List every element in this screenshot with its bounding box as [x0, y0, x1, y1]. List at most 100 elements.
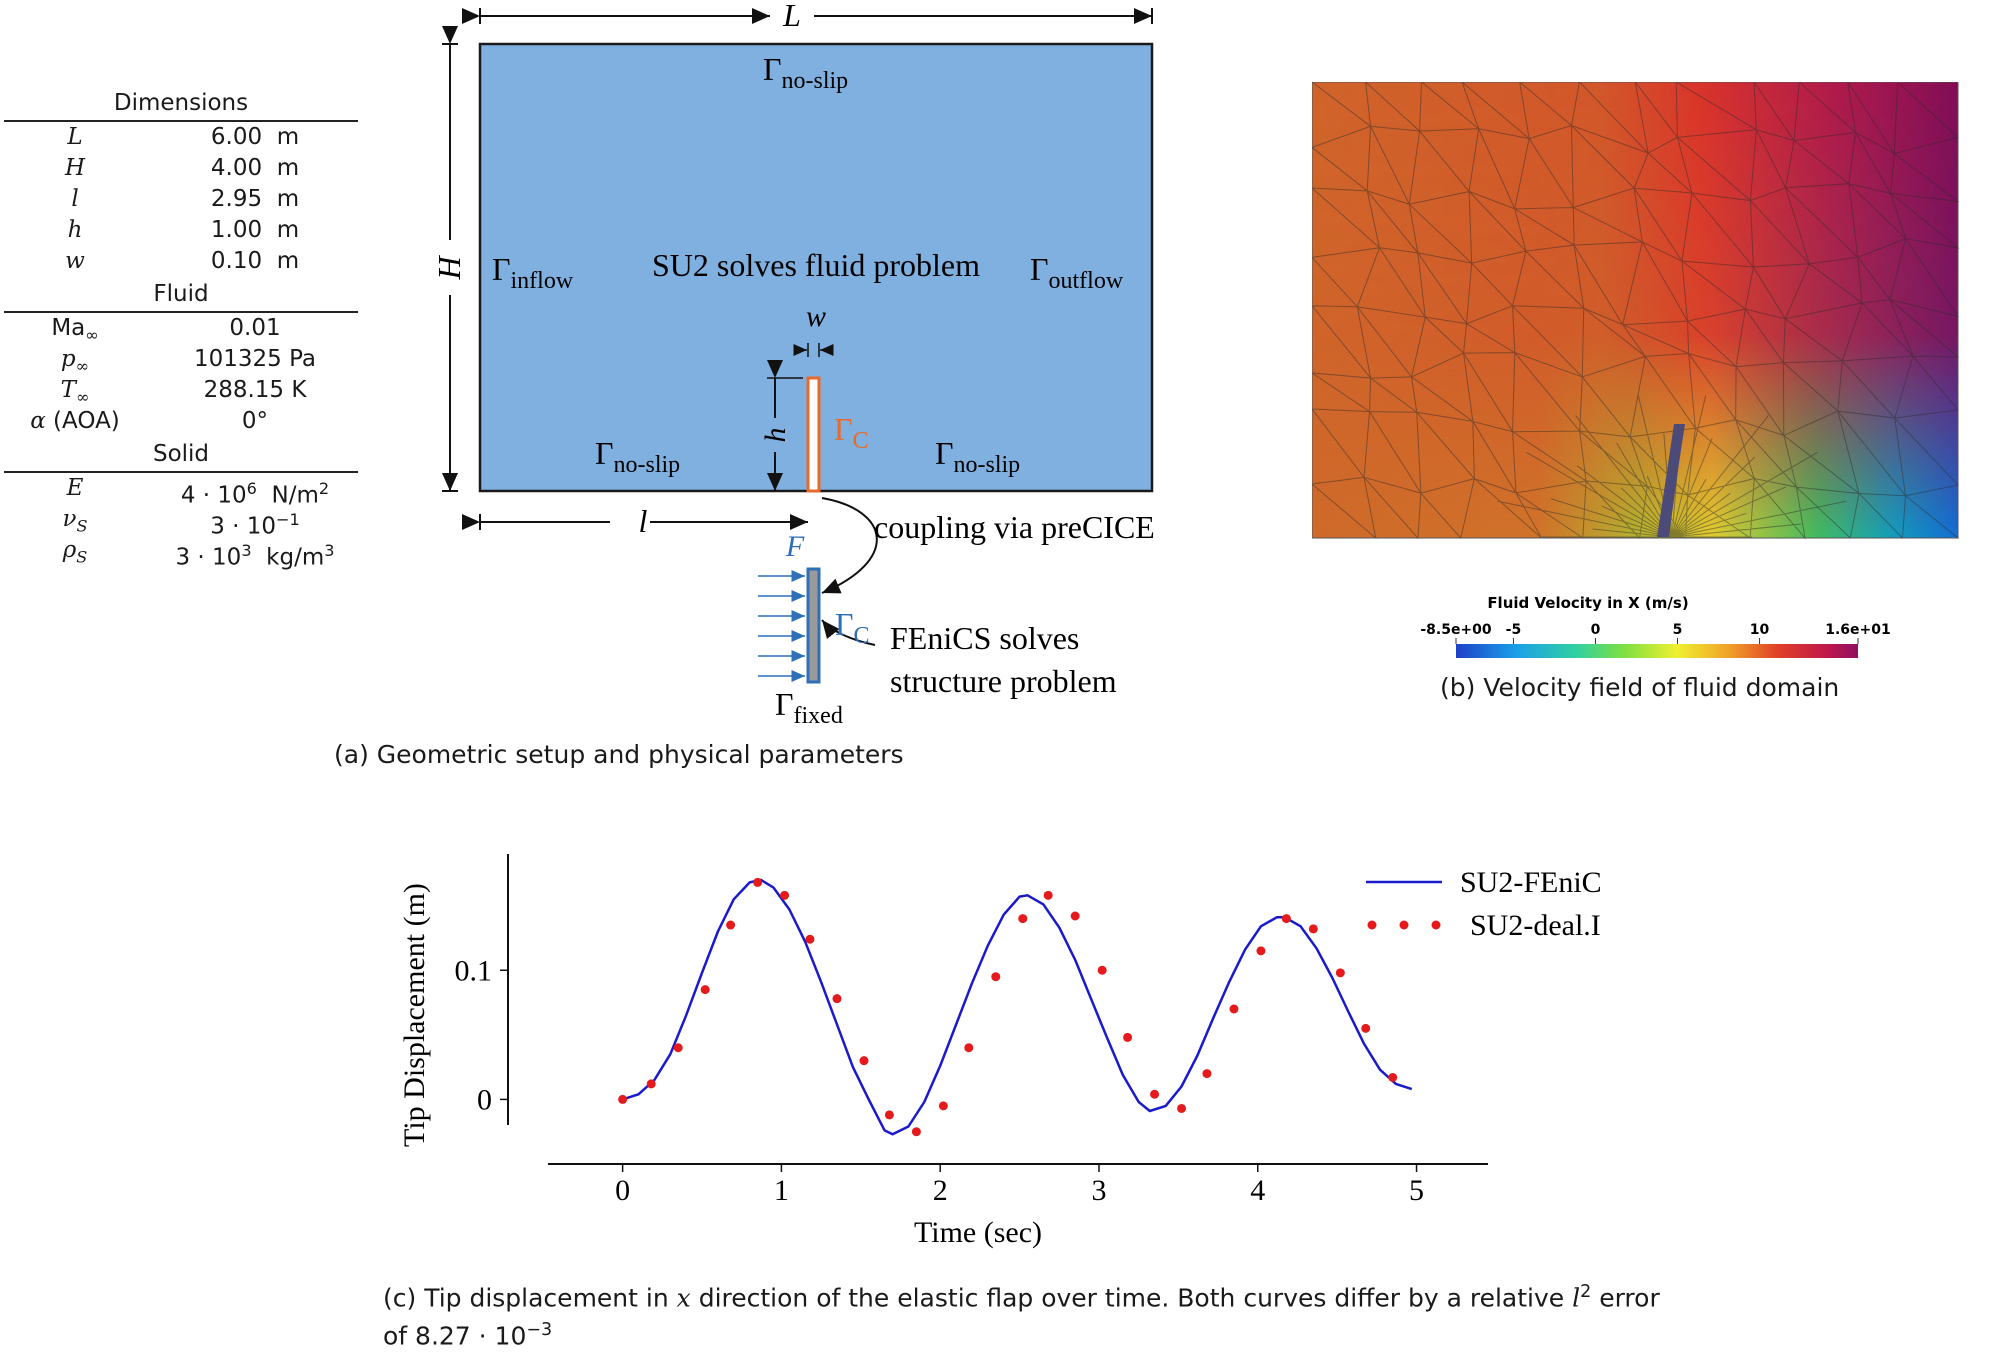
colorbar-tick-label: -5 — [1506, 622, 1522, 638]
gamma-fixed: Γfixed — [775, 686, 843, 729]
x-tick-label: 3 — [1091, 1174, 1106, 1207]
series-point — [753, 877, 763, 887]
y-tick-label: 0.1 — [455, 954, 493, 987]
flap — [806, 376, 821, 493]
gamma-noslip-top: Γno-slip — [763, 51, 848, 94]
x-tick-label: 4 — [1250, 1174, 1265, 1207]
table-row: ρS 3 · 103 kg/m3 — [0, 535, 362, 571]
series-point — [1123, 1032, 1133, 1042]
gamma-noslip-left: Γno-slip — [595, 435, 680, 478]
series-point — [673, 1043, 683, 1053]
series-point — [1388, 1072, 1398, 1082]
table-row: E 4 · 106 N/m2 — [0, 473, 362, 509]
legend-dot-marker — [1367, 920, 1377, 930]
series-point — [1202, 1069, 1212, 1079]
table-section-title: Fluid — [153, 281, 209, 307]
structure-label-line2: structure problem — [890, 663, 1117, 699]
series-point — [964, 1043, 974, 1053]
series-point — [1361, 1023, 1371, 1033]
tip-displacement-chart: 0 1 2 3 4 5 0 0.1 Time (sec) Tip Displacement (m)… — [398, 854, 1600, 1249]
series-point — [618, 1094, 628, 1104]
coupling-arrow — [821, 497, 878, 594]
param-value: 288.15 K — [203, 377, 307, 403]
param-value: 4 · 106 N/m2 — [180, 479, 330, 509]
solid-flap — [806, 567, 821, 684]
param-symbol: p∞ — [60, 346, 90, 376]
param-symbol: Ma∞ — [51, 315, 99, 345]
series-point — [991, 972, 1001, 982]
legend-dot-marker — [1399, 920, 1409, 930]
param-symbol: L — [67, 124, 83, 150]
l-label: l — [639, 503, 648, 539]
series-point — [726, 920, 736, 930]
y-axis-label: Tip Displacement (m) — [398, 883, 431, 1147]
param-symbol: ρS — [62, 537, 88, 567]
param-value: 0.10 m — [210, 248, 300, 274]
y-tick-label: 0 — [477, 1083, 492, 1116]
table-row: Ma∞ 0.01 — [0, 313, 362, 345]
table-row: h 1.00 m — [0, 215, 362, 246]
gamma-noslip-right: Γno-slip — [935, 435, 1020, 478]
structure-label-line1: FEniCS solves — [890, 620, 1079, 656]
param-symbol: α (AOA) — [30, 408, 120, 434]
colorbar-ticks: -8.5e+00 -5 0 5 10 1.6e+01 — [1420, 622, 1891, 644]
legend-label: SU2-FEniCS — [1460, 866, 1600, 899]
table-section-title: Solid — [152, 441, 210, 467]
series-point — [1256, 946, 1266, 956]
series-point — [1281, 914, 1291, 924]
param-value: 1.00 m — [210, 217, 300, 243]
x-axis-label: Time (sec) — [914, 1216, 1042, 1249]
series-point — [1229, 1004, 1239, 1014]
x-tick-label: 1 — [774, 1174, 789, 1207]
legend-dot-marker — [1431, 920, 1441, 930]
param-value: 3 · 103 kg/m3 — [175, 541, 335, 571]
table-row: νS 3 · 10−1 — [0, 504, 362, 540]
velocity-field-figure: Fluid Velocity in X (m/s) -8.5e+00 -5 0 5 10… — [1312, 82, 1960, 658]
series-point — [805, 934, 815, 944]
legend-label: SU2-deal.II — [1470, 909, 1600, 942]
series-point — [832, 994, 842, 1004]
table-rule — [4, 471, 358, 473]
param-value: 2.95 m — [210, 186, 300, 212]
gamma-c-solid: ΓC — [835, 606, 870, 649]
caption-b: (b) Velocity field of fluid domain — [1440, 673, 1840, 702]
param-symbol: h — [67, 217, 83, 243]
caption-c: (c) Tip displacement in x direction of t… — [383, 1282, 1660, 1351]
coupling-label: coupling via preCICE — [874, 509, 1155, 545]
series-point — [1070, 911, 1080, 921]
table-section-title: Dimensions — [113, 90, 249, 116]
flap-in-flow — [1657, 424, 1685, 537]
series-point — [911, 1127, 921, 1137]
param-symbol: νS — [62, 506, 88, 536]
table-row: p∞ 101325 Pa — [0, 344, 362, 376]
param-symbol: H — [64, 155, 86, 181]
colorbar-title: Fluid Velocity in X (m/s) — [1487, 594, 1688, 612]
table-row: H 4.00 m — [0, 153, 362, 184]
velocity-contour — [1312, 82, 1960, 540]
table-row: w 0.10 m — [0, 246, 362, 277]
structure-arrow — [821, 619, 876, 646]
H-label: H — [431, 255, 467, 281]
param-value: 4.00 m — [210, 155, 300, 181]
colorbar-tick-label: 1.6e+01 — [1825, 622, 1891, 638]
table-row: l 2.95 m — [0, 184, 362, 215]
param-value: 0° — [241, 408, 269, 434]
gamma-c-fluid: ΓC — [834, 411, 869, 454]
geometry-schematic: L H Γno-slip Γinflow Γoutflow SU2 solves… — [431, 0, 1155, 729]
L-label: L — [782, 0, 801, 33]
series-point — [646, 1079, 656, 1089]
x-tick-label: 5 — [1409, 1174, 1424, 1207]
param-value: 0.01 — [229, 315, 281, 341]
series-point — [1150, 1089, 1160, 1099]
colorbar-tick-label: -8.5e+00 — [1420, 622, 1492, 638]
series-point — [780, 890, 790, 900]
param-symbol: T∞ — [60, 377, 90, 407]
series-point — [884, 1110, 894, 1120]
table-rule — [4, 120, 358, 122]
colorbar-tick-label: 0 — [1591, 622, 1601, 638]
table-rule — [4, 311, 358, 313]
x-tick-label: 0 — [615, 1174, 630, 1207]
series-point — [700, 985, 710, 995]
caption-a: (a) Geometric setup and physical paramet… — [334, 740, 904, 769]
gamma-outflow: Γoutflow — [1030, 251, 1124, 294]
